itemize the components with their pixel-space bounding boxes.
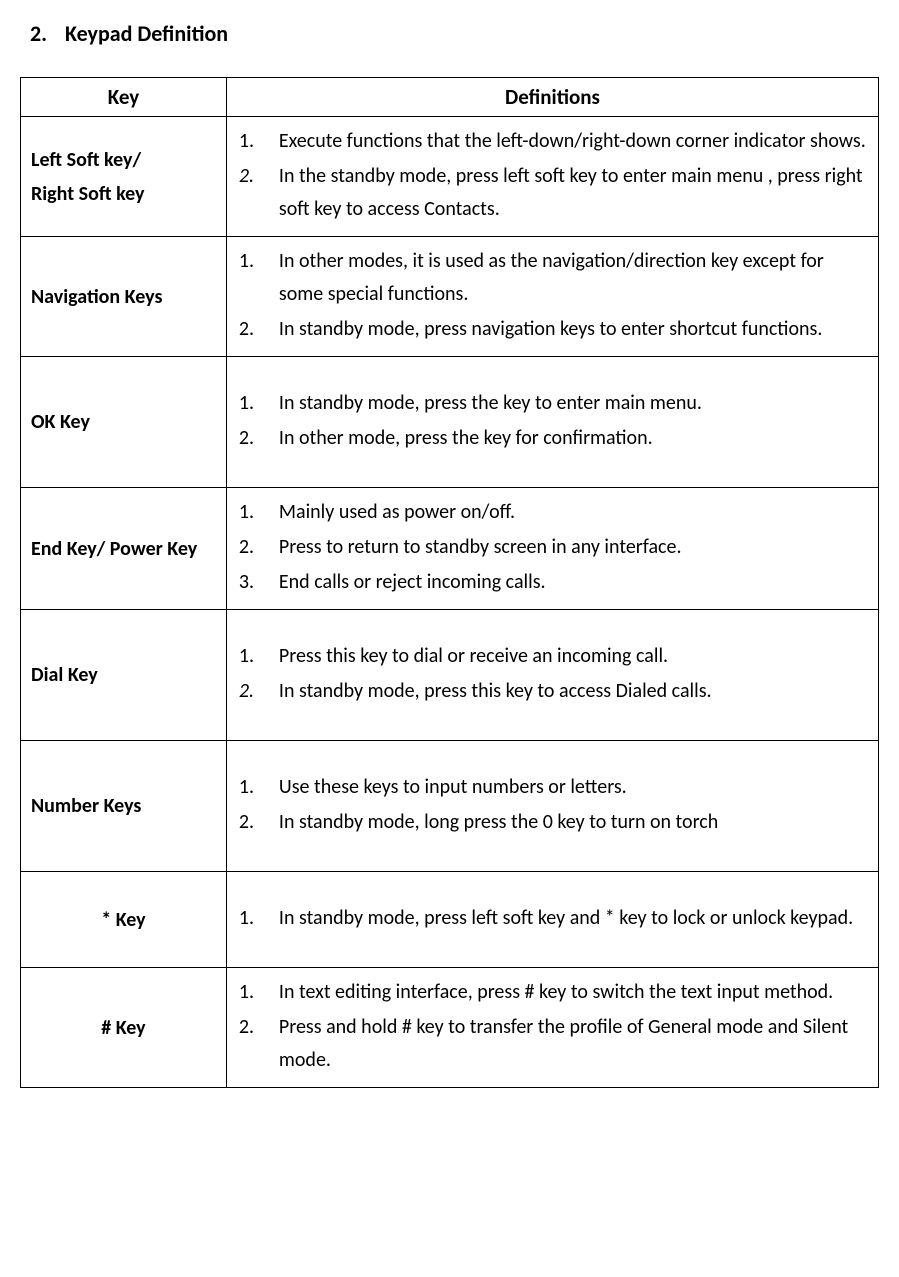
list-item: 2. In standby mode, press this key to acc… [239,675,868,708]
key-name-text: Number Keys [31,794,141,818]
key-cell: Navigation Keys [21,237,227,357]
definition-list: 1. In text editing interface, press # key… [239,976,868,1077]
item-text: In other modes, it is used as the naviga… [279,249,824,306]
definition-list: 1. In other modes, it is used as the navi… [239,245,868,346]
item-number: 1. [239,125,254,158]
key-name-text: End Key/ Power Key [31,537,197,561]
table-row: Dial Key 1. Press this key to dial or rece… [21,610,879,741]
definition-cell: 1. In other modes, it is used as the navi… [226,237,878,357]
key-cell: Left Soft key/Right Soft key [21,117,227,237]
section-heading: 2. Keypad Definition [20,20,879,47]
header-definitions: Definitions [226,78,878,117]
item-text: Press and hold # key to transfer the pro… [279,1015,848,1072]
key-cell: * Key [21,872,227,968]
item-number: 3. [239,566,254,599]
definition-cell: 1. In standby mode, press left soft key a… [226,872,878,968]
list-item: 3. End calls or reject incoming calls. [239,566,868,599]
item-text: In text editing interface, press # key t… [279,980,833,1004]
item-text: In standby mode, press navigation keys t… [279,317,822,341]
item-number: 1. [239,771,254,804]
list-item: 1. Use these keys to input numbers or let… [239,771,868,804]
item-text: End calls or reject incoming calls. [279,570,546,594]
key-name-text: OK Key [31,410,90,434]
key-name-text: * Key [101,908,145,932]
item-number: 2. [239,422,254,455]
table-row: # Key 1. In text editing interface, press … [21,968,879,1088]
header-key: Key [21,78,227,117]
list-item: 2. In the standby mode, press left soft k… [239,160,868,226]
list-item: 1. Press this key to dial or receive an i… [239,640,868,673]
item-text: Use these keys to input numbers or lette… [279,775,627,799]
list-item: 1. Execute functions that the left-down/r… [239,125,868,158]
definition-list: 1. Press this key to dial or receive an i… [239,640,868,708]
definition-list: 1. Mainly used as power on/off. 2. Press to… [239,496,868,599]
definition-list: 1. Use these keys to input numbers or let… [239,771,868,839]
definition-cell: 1. Press this key to dial or receive an i… [226,610,878,741]
key-name-text: # Key [101,1016,145,1040]
key-cell: OK Key [21,357,227,488]
item-text: In standby mode, long press the 0 key to… [279,810,718,834]
list-item: 2. Press to return to standby screen in a… [239,531,868,564]
list-item: 1. Mainly used as power on/off. [239,496,868,529]
item-number: 2. [239,675,254,708]
key-cell: Number Keys [21,741,227,872]
key-name-text: Navigation Keys [31,285,162,309]
item-number: 1. [239,902,254,935]
item-text: In standby mode, press this key to acces… [279,679,712,703]
item-number: 1. [239,245,254,278]
item-number: 2. [239,806,254,839]
key-name-text: Right Soft key [31,182,145,206]
list-item: 2. In other mode, press the key for confi… [239,422,868,455]
item-text: Press to return to standby screen in any… [279,535,682,559]
key-cell: # Key [21,968,227,1088]
list-item: 2. In standby mode, press navigation keys… [239,313,868,346]
definition-cell: 1. Mainly used as power on/off. 2. Press to… [226,488,878,610]
item-text: Press this key to dial or receive an inc… [279,644,668,668]
definition-cell: 1. Use these keys to input numbers or let… [226,741,878,872]
item-number: 2. [239,313,254,346]
list-item: 2. Press and hold # key to transfer the p… [239,1011,868,1077]
table-row: Left Soft key/Right Soft key 1. Execute fu… [21,117,879,237]
definition-list: 1. In standby mode, press left soft key a… [239,902,868,935]
key-cell: Dial Key [21,610,227,741]
list-item: 1. In other modes, it is used as the navi… [239,245,868,311]
table-row: End Key/ Power Key 1. Mainly used as power… [21,488,879,610]
key-name-text: Dial Key [31,663,98,687]
item-number: 2. [239,531,254,564]
item-text: In standby mode, press left soft key and… [279,906,853,930]
list-item: 1. In text editing interface, press # key… [239,976,868,1009]
item-text: In standby mode, press the key to enter … [279,391,702,415]
item-text: Mainly used as power on/off. [279,500,515,524]
definition-list: 1. In standby mode, press the key to ente… [239,387,868,455]
definition-cell: 1. In standby mode, press the key to ente… [226,357,878,488]
definition-cell: 1. Execute functions that the left-down/r… [226,117,878,237]
item-text: In the standby mode, press left soft key… [279,164,863,221]
item-number: 1. [239,976,254,1009]
table-row: Number Keys 1. Use these keys to input num… [21,741,879,872]
table-row: * Key 1. In standby mode, press left soft … [21,872,879,968]
item-number: 1. [239,387,254,420]
keypad-table: Key Definitions Left Soft key/Right Soft… [20,77,879,1088]
item-number: 1. [239,496,254,529]
item-text: Execute functions that the left-down/rig… [279,129,866,153]
table-row: Navigation Keys 1. In other modes, it is u… [21,237,879,357]
key-name-text: Left Soft key/ [31,148,141,172]
section-title: Keypad Definition [65,20,228,47]
list-item: 2. In standby mode, long press the 0 key … [239,806,868,839]
item-number: 2. [239,160,254,193]
item-number: 2. [239,1011,254,1044]
table-row: OK Key 1. In standby mode, press the key t… [21,357,879,488]
section-number: 2. [30,20,47,47]
table-header-row: Key Definitions [21,78,879,117]
key-cell: End Key/ Power Key [21,488,227,610]
list-item: 1. In standby mode, press left soft key a… [239,902,868,935]
item-number: 1. [239,640,254,673]
item-text: In other mode, press the key for confirm… [279,426,653,450]
definition-list: 1. Execute functions that the left-down/r… [239,125,868,226]
table-body: Left Soft key/Right Soft key 1. Execute fu… [21,117,879,1088]
definition-cell: 1. In text editing interface, press # key… [226,968,878,1088]
list-item: 1. In standby mode, press the key to ente… [239,387,868,420]
